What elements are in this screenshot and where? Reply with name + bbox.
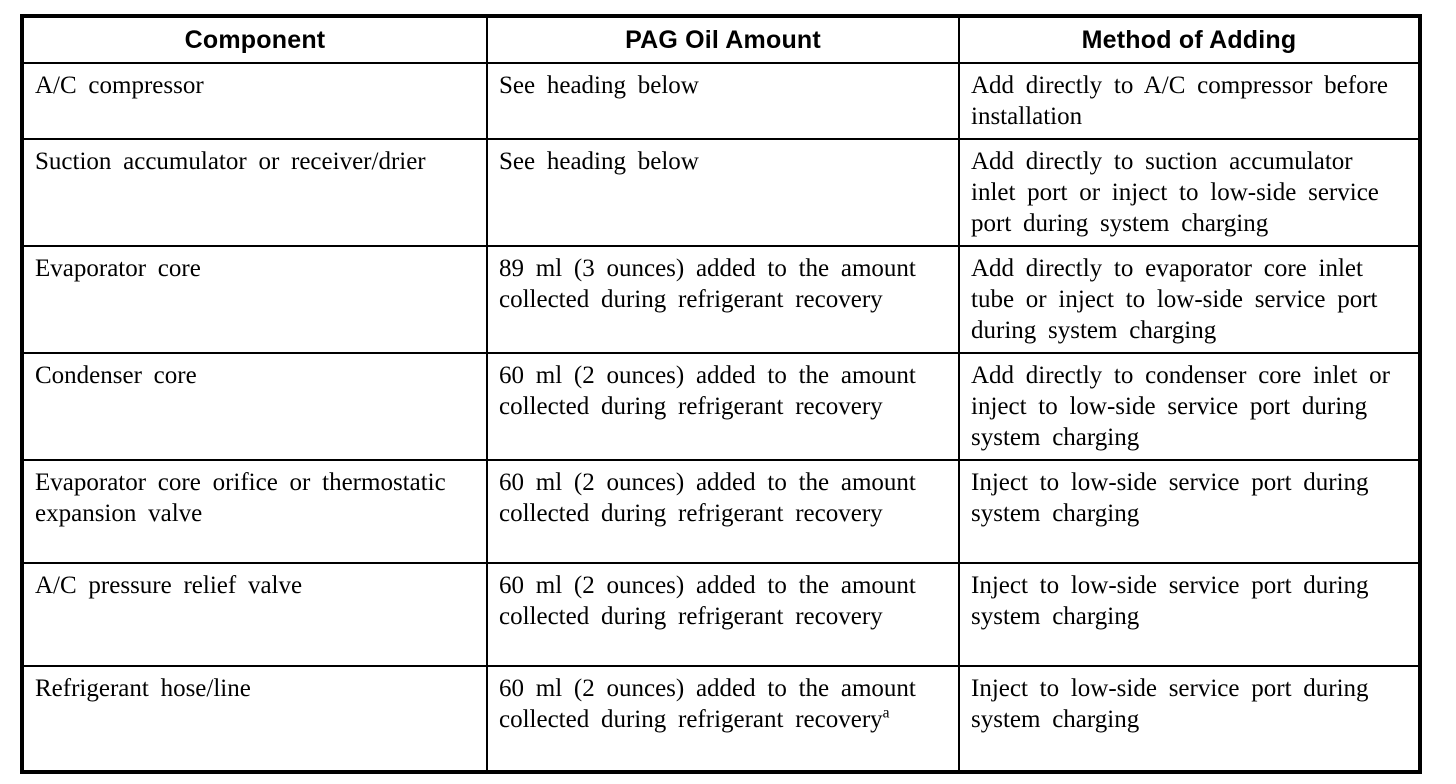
cell-amount-text: 60 ml (2 ounces) added to the amount col… bbox=[499, 675, 916, 733]
cell-component: Condenser core bbox=[21, 352, 488, 461]
cell-component: Refrigerant hose/line bbox=[21, 665, 488, 773]
cell-amount: 89 ml (3 ounces) added to the amount col… bbox=[486, 245, 960, 354]
cell-component: Evaporator core bbox=[21, 245, 488, 354]
cell-component: A/C pressure relief valve bbox=[21, 562, 488, 667]
cell-amount: See heading below bbox=[486, 138, 960, 247]
header-component: Component bbox=[21, 15, 488, 64]
cell-component: Evaporator core orifice or thermostatic … bbox=[21, 459, 488, 564]
table-row: Suction accumulator or receiver/drier Se… bbox=[21, 138, 1421, 247]
cell-amount: 60 ml (2 ounces) added to the amount col… bbox=[486, 352, 960, 461]
cell-method: Inject to low-side service port during s… bbox=[958, 459, 1421, 564]
cell-amount: 60 ml (2 ounces) added to the amount col… bbox=[486, 459, 960, 564]
cell-component: A/C compressor bbox=[21, 62, 488, 140]
cell-method: Add directly to condenser core inlet or … bbox=[958, 352, 1421, 461]
table-row: A/C pressure relief valve 60 ml (2 ounce… bbox=[21, 562, 1421, 667]
pag-oil-amount-table: Component PAG Oil Amount Method of Addin… bbox=[20, 14, 1422, 774]
cell-method: Add directly to suction accumulator inle… bbox=[958, 138, 1421, 247]
table-row: Evaporator core 89 ml (3 ounces) added t… bbox=[21, 245, 1421, 354]
footnote-marker: a bbox=[882, 704, 890, 722]
cell-amount: 60 ml (2 ounces) added to the amount col… bbox=[486, 665, 960, 773]
table-row: Condenser core 60 ml (2 ounces) added to… bbox=[21, 352, 1421, 461]
cell-component: Suction accumulator or receiver/drier bbox=[21, 138, 488, 247]
header-pag-oil-amount: PAG Oil Amount bbox=[486, 15, 960, 64]
table-row: A/C compressor See heading below Add dir… bbox=[21, 62, 1421, 140]
cell-method: Add directly to evaporator core inlet tu… bbox=[958, 245, 1421, 354]
cell-method: Add directly to A/C compressor before in… bbox=[958, 62, 1421, 140]
header-method-of-adding: Method of Adding bbox=[958, 15, 1421, 64]
cell-amount: 60 ml (2 ounces) added to the amount col… bbox=[486, 562, 960, 667]
cell-amount: See heading below bbox=[486, 62, 960, 140]
cell-method: Inject to low-side service port during s… bbox=[958, 562, 1421, 667]
table-header-row: Component PAG Oil Amount Method of Addin… bbox=[21, 15, 1421, 64]
table-row: Evaporator core orifice or thermostatic … bbox=[21, 459, 1421, 564]
table-row: Refrigerant hose/line 60 ml (2 ounces) a… bbox=[21, 665, 1421, 773]
cell-method: Inject to low-side service port during s… bbox=[958, 665, 1421, 773]
